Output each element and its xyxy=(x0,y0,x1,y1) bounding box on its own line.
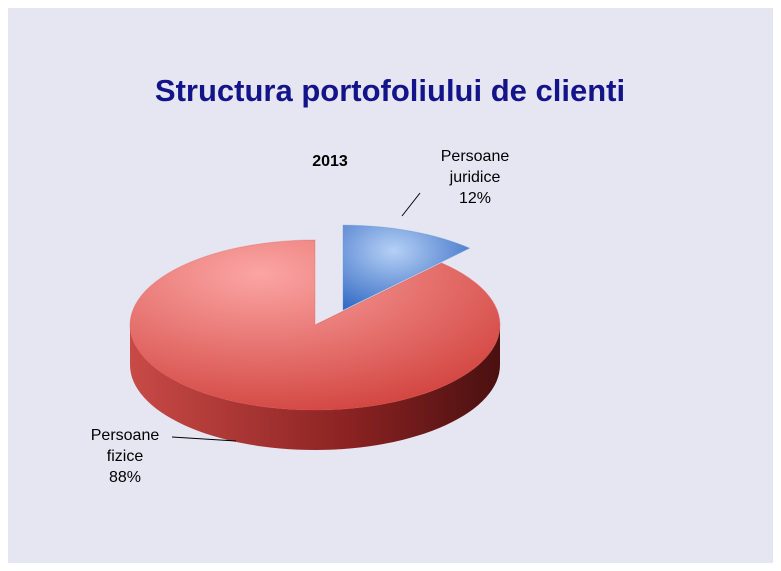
slice-value: 12% xyxy=(458,190,492,207)
slice-value: 88% xyxy=(108,469,142,486)
chart: Structura portofoliului de clienti 2013 xyxy=(129,73,625,450)
slice-name: Persoane juridice xyxy=(440,148,510,186)
slice-name: Persoane fizice xyxy=(90,427,160,465)
chart-subtitle: 2013 xyxy=(312,153,348,170)
slice xyxy=(129,239,501,411)
leader-line xyxy=(171,436,237,442)
slice-label: Persoane fizice 88% xyxy=(70,425,180,488)
slice-side xyxy=(130,325,500,450)
chart-title: Structura portofoliului de clienti xyxy=(155,73,625,108)
leader-line xyxy=(401,192,421,217)
chart-area: Structura portofoliului de clienti 2013 … xyxy=(8,8,773,563)
slice xyxy=(342,224,471,311)
slice-label: Persoane juridice 12% xyxy=(420,146,530,209)
